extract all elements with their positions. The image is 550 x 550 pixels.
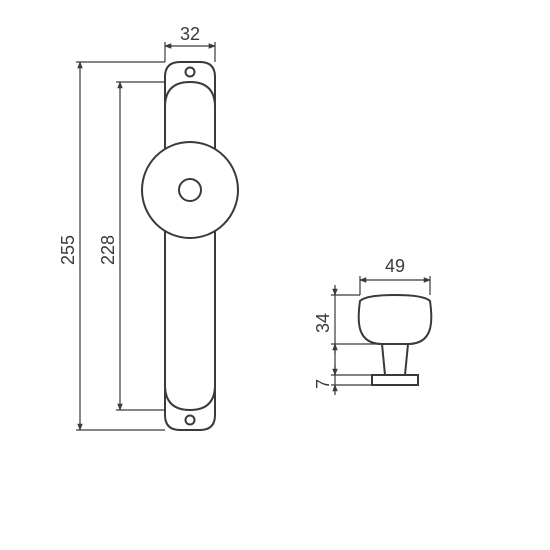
knob-base	[372, 375, 418, 385]
dim-label: 34	[313, 313, 333, 333]
screw-hole-bottom	[186, 416, 195, 425]
dim-label: 228	[98, 235, 118, 265]
plate-outer	[165, 62, 215, 430]
rose	[142, 142, 238, 238]
screw-hole-top	[186, 68, 195, 77]
knob-stem	[382, 344, 408, 375]
dim-label: 32	[180, 24, 200, 44]
dim-label: 7	[313, 379, 333, 389]
knob-cap	[359, 295, 432, 344]
tech-drawing: 255 228 32 49 34 7	[0, 0, 550, 550]
dim-label: 255	[58, 235, 78, 265]
dim-label: 49	[385, 256, 405, 276]
plate-inner	[165, 82, 215, 410]
